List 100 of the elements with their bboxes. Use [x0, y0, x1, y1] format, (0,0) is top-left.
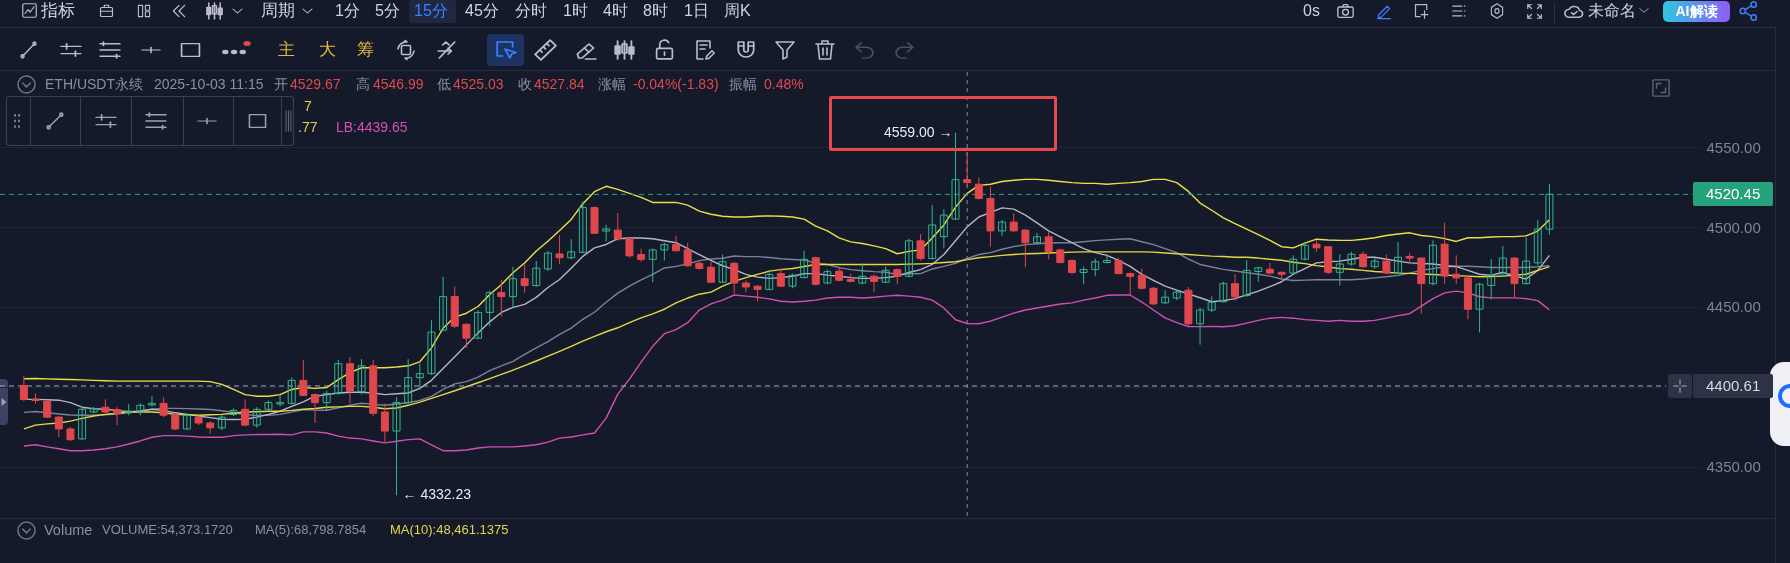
annotation: 高 [356, 75, 370, 93]
candlestick [683, 242, 692, 268]
candlestick [299, 359, 308, 397]
candlestick [19, 375, 28, 402]
y-tick-label: 4500.00 [1706, 218, 1761, 236]
text: MA(5):68,798.7854 [255, 521, 367, 538]
ref-line-label: 4400.61 [1706, 377, 1761, 395]
text: 15分 [414, 1, 448, 21]
candlestick [1428, 239, 1437, 286]
candlestick [730, 261, 739, 294]
annotation: 4527.84 [534, 75, 585, 93]
candlestick [276, 394, 285, 407]
text: 8时 [643, 1, 668, 21]
annotation: 4559.00 → [884, 123, 953, 140]
candlestick [567, 238, 576, 260]
candlestick [904, 238, 913, 279]
candlestick [718, 254, 727, 284]
candlestick [311, 392, 319, 424]
candlestick [485, 290, 494, 327]
candlestick [404, 358, 413, 404]
candlestick [78, 406, 87, 441]
candlestick [1161, 289, 1170, 305]
candlestick [637, 248, 646, 263]
candlestick [532, 260, 541, 288]
annotation: 4529.67 [290, 75, 341, 93]
text: 5分 [375, 1, 400, 21]
candlestick [916, 233, 925, 261]
candlestick [1102, 254, 1111, 264]
candlestick [54, 415, 63, 438]
candlestick [1044, 230, 1053, 260]
candlestick [462, 322, 471, 349]
candlestick [1289, 254, 1298, 275]
annotation: 涨幅 [598, 75, 626, 93]
candlestick [1545, 183, 1554, 236]
candlestick [613, 212, 622, 242]
y-tick-label: 4450.00 [1706, 298, 1761, 316]
annotation: 振幅 [729, 75, 757, 93]
candlestick [951, 132, 960, 221]
annotation: 4525.03 [453, 75, 504, 93]
candlestick [182, 412, 191, 431]
y-tick-label: 4350.00 [1706, 458, 1761, 476]
text: 筹 [357, 40, 374, 60]
candlestick [1231, 273, 1239, 302]
candlestick [1475, 282, 1484, 333]
text: Volume [44, 521, 93, 539]
candlestick [1033, 232, 1042, 246]
ai-button: AI解读 [1663, 1, 1730, 22]
candlestick [322, 390, 331, 412]
candlestick [800, 250, 809, 279]
text: 周K [724, 1, 751, 21]
annotation: 开 [274, 75, 288, 93]
candlestick [578, 201, 587, 254]
candlestick [741, 279, 750, 293]
candlestick [1487, 258, 1496, 300]
candlestick [334, 359, 343, 396]
candlestick [858, 262, 867, 285]
candlestick [1126, 271, 1135, 297]
text: 4时 [603, 1, 628, 21]
annotation: 2025-10-03 11:15 [154, 75, 264, 93]
text: 主 [278, 40, 295, 60]
candlestick [1533, 219, 1542, 266]
candlestick [1300, 241, 1309, 261]
text: 周期 [261, 1, 295, 21]
candlestick [287, 377, 296, 405]
annotation: LB:4439.65 [336, 118, 408, 136]
ref-line-label: 4520.45 [1706, 185, 1761, 203]
candlestick [357, 358, 366, 396]
candlestick [928, 204, 937, 260]
text: 未命名 [1588, 1, 1636, 21]
text: 1日 [684, 1, 709, 21]
text: 1分 [335, 1, 360, 21]
candlestick [1265, 262, 1274, 275]
candlestick [159, 396, 168, 418]
candlestick [555, 234, 564, 265]
candlestick [474, 309, 483, 340]
candlestick [672, 235, 681, 252]
annotation: 4546.99 [373, 75, 424, 93]
candlestick [520, 264, 529, 294]
candlestick [252, 406, 261, 429]
candlestick [998, 219, 1007, 237]
annotation: 低 [437, 75, 451, 93]
candlestick [602, 224, 611, 242]
candlestick [1021, 228, 1030, 268]
candlestick [1242, 259, 1251, 298]
text: 大 [319, 40, 336, 60]
candlestick [1452, 254, 1461, 285]
candlestick [1394, 241, 1403, 275]
candlestick [241, 398, 250, 427]
line-series [23, 290, 1551, 452]
candlestick [380, 402, 389, 444]
candlestick [648, 248, 657, 283]
text: VOLUME:54,373.1720 [102, 521, 233, 538]
text: 1时 [563, 1, 588, 21]
text: 45分 [465, 1, 499, 21]
text: 分时 [515, 1, 547, 21]
price-tag: 4520.45 [1693, 182, 1773, 207]
price-tag: 4400.61 [1693, 373, 1773, 398]
annotation: 0.48% [764, 75, 804, 93]
text: 0s [1303, 1, 1320, 21]
candlestick [939, 208, 948, 249]
